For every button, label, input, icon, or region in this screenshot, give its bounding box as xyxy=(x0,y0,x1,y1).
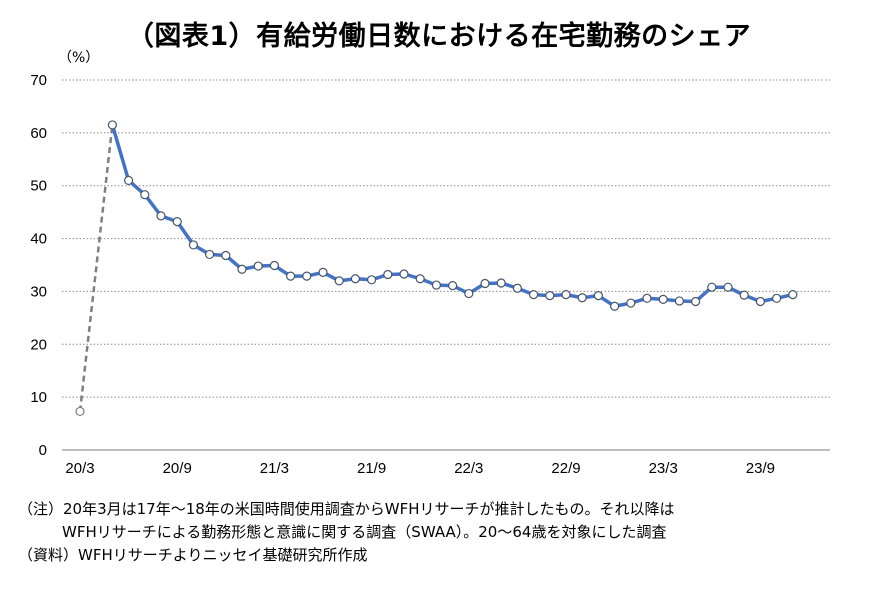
data-point-9 xyxy=(221,250,231,261)
note-line-1: （注）20年3月は17年～18年の米国時間使用調査からWFHリサーチが推計したも… xyxy=(18,500,675,518)
x-axis: 20/3 20/9 21/3 21/9 22/3 22/9 23/3 23/9 xyxy=(62,449,830,477)
data-point-23 xyxy=(448,281,458,291)
data-point-39 xyxy=(707,282,717,292)
y-tick-label-50: 50 xyxy=(30,178,47,195)
data-point-30 xyxy=(561,290,571,300)
x-tick-label-21-9: 21/9 xyxy=(357,460,386,477)
data-point-6 xyxy=(172,217,182,227)
chart-title: （図表1）有給労働日数における在宅勤務のシェア xyxy=(126,21,752,52)
data-point-0 xyxy=(75,406,85,417)
data-point-25 xyxy=(480,278,490,289)
data-point-34 xyxy=(626,298,636,308)
data-point-12 xyxy=(269,260,279,271)
y-tick-label-60: 60 xyxy=(30,125,47,142)
data-point-3 xyxy=(124,175,134,186)
data-point-37 xyxy=(674,296,685,306)
data-point-41 xyxy=(739,290,749,300)
data-point-22 xyxy=(431,280,441,290)
data-point-13 xyxy=(286,271,296,281)
y-tick-label-30: 30 xyxy=(30,283,47,300)
plot-area xyxy=(75,120,798,417)
data-point-31 xyxy=(577,293,587,303)
x-tick-label-22-9: 22/9 xyxy=(551,460,580,477)
x-tick-label-21-3: 21/3 xyxy=(260,460,289,477)
data-point-44 xyxy=(788,290,798,300)
data-point-43 xyxy=(771,293,782,303)
dashed-connector xyxy=(78,124,114,412)
data-point-7 xyxy=(188,240,198,250)
data-point-33 xyxy=(609,301,620,311)
data-point-26 xyxy=(496,278,506,288)
data-point-5 xyxy=(156,211,166,221)
data-point-27 xyxy=(512,283,523,293)
data-point-20 xyxy=(399,269,409,279)
data-point-32 xyxy=(593,291,604,301)
data-point-24 xyxy=(464,288,474,299)
data-point-8 xyxy=(205,249,215,260)
data-point-16 xyxy=(334,276,344,286)
x-tick-label-23-9: 23/9 xyxy=(746,460,775,477)
data-point-10 xyxy=(237,264,247,274)
y-axis: （%） 0 10 20 30 40 50 60 70 xyxy=(30,50,99,459)
x-tick-label-22-3: 22/3 xyxy=(454,460,483,477)
y-tick-label-70: 70 xyxy=(30,72,47,89)
data-point-11 xyxy=(253,261,263,271)
data-point-15 xyxy=(318,267,328,277)
data-point-17 xyxy=(350,274,360,284)
y-unit-label: （%） xyxy=(58,50,99,66)
data-point-36 xyxy=(658,294,668,304)
data-point-21 xyxy=(415,274,425,284)
x-tick-label-20-3: 20/3 xyxy=(65,460,94,477)
data-point-38 xyxy=(690,296,701,307)
data-point-18 xyxy=(367,275,377,285)
notes: （注）20年3月は17年～18年の米国時間使用調査からWFHリサーチが推計したも… xyxy=(18,498,675,567)
series-line xyxy=(110,124,794,308)
data-point-14 xyxy=(302,271,312,281)
data-point-4 xyxy=(140,190,150,200)
data-point-35 xyxy=(642,293,652,303)
x-tick-label-23-3: 23/3 xyxy=(649,460,678,477)
data-point-28 xyxy=(528,290,539,300)
source-line: （資料）WFHリサーチよりニッセイ基礎研究所作成 xyxy=(18,546,368,564)
y-tick-label-0: 0 xyxy=(39,442,47,459)
data-point-42 xyxy=(755,296,766,307)
data-point-19 xyxy=(383,269,393,280)
y-tick-label-20: 20 xyxy=(30,336,47,353)
note-line-2: WFHリサーチによる勤務形態と意識に関する調査（SWAA）。20～64歳を対象に… xyxy=(62,523,667,541)
y-tick-label-40: 40 xyxy=(30,231,47,248)
data-point-29 xyxy=(545,291,555,301)
gridlines xyxy=(62,79,830,398)
x-tick-label-20-9: 20/9 xyxy=(163,460,192,477)
data-point-2 xyxy=(107,120,118,130)
y-tick-label-10: 10 xyxy=(30,389,47,406)
data-point-40 xyxy=(723,282,733,292)
